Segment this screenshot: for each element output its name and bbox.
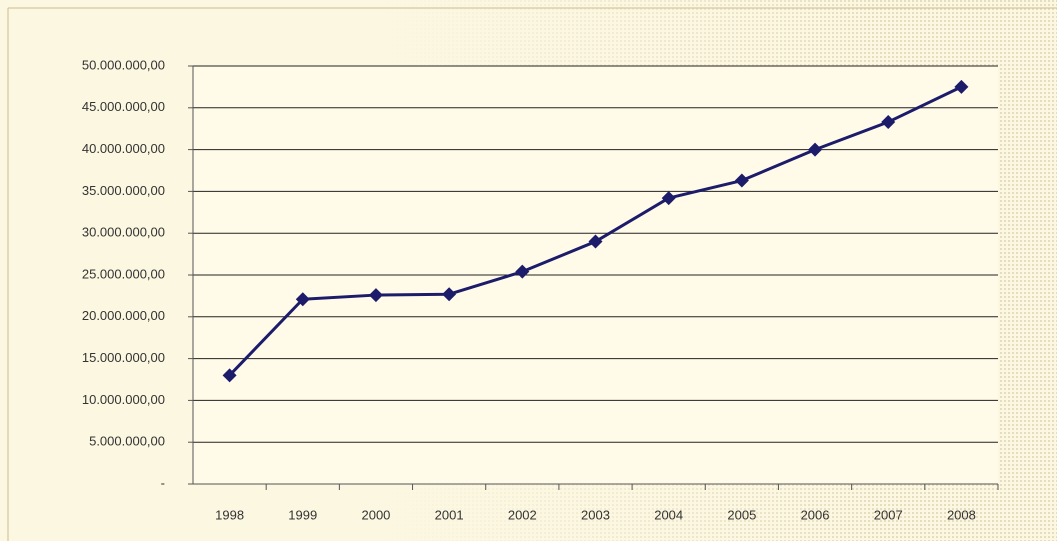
y-tick-label: 45.000.000,00 [82, 99, 165, 114]
y-tick-label: 10.000.000,00 [82, 392, 165, 407]
x-tick-label: 2001 [435, 507, 464, 522]
marker [661, 191, 676, 206]
y-tick-label: 5.000.000,00 [89, 434, 165, 449]
marker [734, 173, 749, 188]
marker [442, 287, 457, 302]
y-tick-label: 35.000.000,00 [82, 183, 165, 198]
x-tick-label: 2003 [581, 507, 610, 522]
marker [295, 292, 310, 307]
y-tick-label: 30.000.000,00 [82, 225, 165, 240]
x-tick-label: 2006 [801, 507, 830, 522]
x-tick-label: 1999 [288, 507, 317, 522]
x-tick-label: 2008 [947, 507, 976, 522]
y-tick-label: 15.000.000,00 [82, 350, 165, 365]
marker [515, 264, 530, 279]
x-tick-label: 1998 [215, 507, 244, 522]
y-tick-label: 20.000.000,00 [82, 308, 165, 323]
marker [222, 368, 237, 383]
y-tick-label: 50.000.000,00 [82, 57, 165, 72]
x-tick-label: 2007 [874, 507, 903, 522]
y-tick-label: 40.000.000,00 [82, 141, 165, 156]
marker [881, 115, 896, 130]
marker [368, 288, 383, 303]
y-tick-label: 25.000.000,00 [82, 266, 165, 281]
y-tick-label: - [161, 475, 165, 490]
x-tick-label: 2004 [654, 507, 683, 522]
marker [588, 234, 603, 249]
marker [808, 142, 823, 157]
x-tick-label: 2005 [727, 507, 756, 522]
x-tick-label: 2000 [361, 507, 390, 522]
x-tick-label: 2002 [508, 507, 537, 522]
marker [954, 79, 969, 94]
